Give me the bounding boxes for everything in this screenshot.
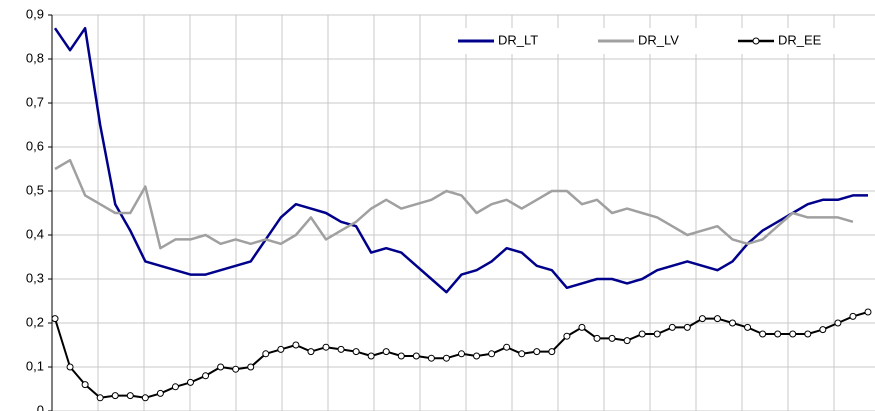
point-marker — [382, 348, 390, 356]
point-marker — [548, 348, 556, 356]
point-marker — [759, 330, 767, 338]
point-marker — [744, 323, 752, 331]
point-marker — [608, 334, 616, 342]
point-marker — [156, 389, 164, 397]
legend-label: DR_LV — [638, 32, 679, 47]
legend-label: DR_LT — [498, 32, 538, 47]
point-marker — [563, 332, 571, 340]
y-tick-label: 0,7 — [26, 94, 44, 109]
point-marker — [337, 345, 345, 353]
point-marker — [81, 381, 89, 389]
point-marker — [141, 394, 149, 402]
series-line — [53, 26, 868, 294]
point-marker — [262, 350, 270, 358]
legend-marker — [752, 37, 760, 45]
point-marker — [864, 308, 872, 316]
point-marker — [834, 319, 842, 327]
point-marker — [653, 330, 661, 338]
point-marker — [442, 354, 450, 362]
legend-box — [448, 28, 870, 54]
point-marker — [789, 330, 797, 338]
point-marker — [322, 343, 330, 351]
point-marker — [96, 394, 104, 402]
y-tick-label: 0,2 — [26, 314, 44, 329]
point-marker — [819, 326, 827, 334]
point-marker — [202, 372, 210, 380]
legend-label: DR_EE — [778, 32, 822, 47]
point-marker — [668, 323, 676, 331]
point-marker — [111, 392, 119, 400]
point-marker — [277, 345, 285, 353]
point-marker — [533, 348, 541, 356]
point-marker — [412, 352, 420, 360]
y-tick-label: 0,5 — [26, 182, 44, 197]
point-marker — [774, 330, 782, 338]
point-marker — [232, 365, 240, 373]
point-marker — [518, 350, 526, 358]
point-marker — [578, 323, 586, 331]
y-tick-label: 0,4 — [26, 226, 44, 241]
point-marker — [66, 363, 74, 371]
point-marker — [427, 354, 435, 362]
point-marker — [51, 315, 59, 323]
point-marker — [187, 378, 194, 386]
point-marker — [171, 383, 179, 391]
point-marker — [352, 348, 360, 356]
point-marker — [458, 350, 465, 358]
point-marker — [307, 348, 315, 356]
point-marker — [593, 334, 601, 342]
point-marker — [126, 392, 134, 400]
point-marker — [729, 319, 736, 327]
point-marker — [247, 363, 255, 371]
y-tick-label: 0 — [37, 402, 44, 411]
point-marker — [488, 350, 496, 358]
point-marker — [292, 341, 300, 349]
point-marker — [638, 330, 646, 338]
point-marker — [698, 315, 706, 323]
point-marker — [713, 315, 721, 323]
point-marker — [849, 312, 857, 320]
point-marker — [503, 343, 511, 351]
point-marker — [804, 330, 812, 338]
y-tick-label: 0,9 — [26, 6, 44, 21]
y-tick-label: 0,1 — [26, 358, 44, 373]
y-tick-label: 0,6 — [26, 138, 44, 153]
y-tick-label: 0,8 — [26, 50, 44, 65]
point-marker — [367, 352, 375, 360]
series-line — [54, 158, 854, 250]
point-marker — [473, 352, 481, 360]
point-marker — [683, 323, 691, 331]
point-marker — [217, 363, 225, 371]
point-marker — [397, 352, 405, 360]
y-tick-label: 0,3 — [26, 270, 44, 285]
point-marker — [623, 337, 631, 345]
